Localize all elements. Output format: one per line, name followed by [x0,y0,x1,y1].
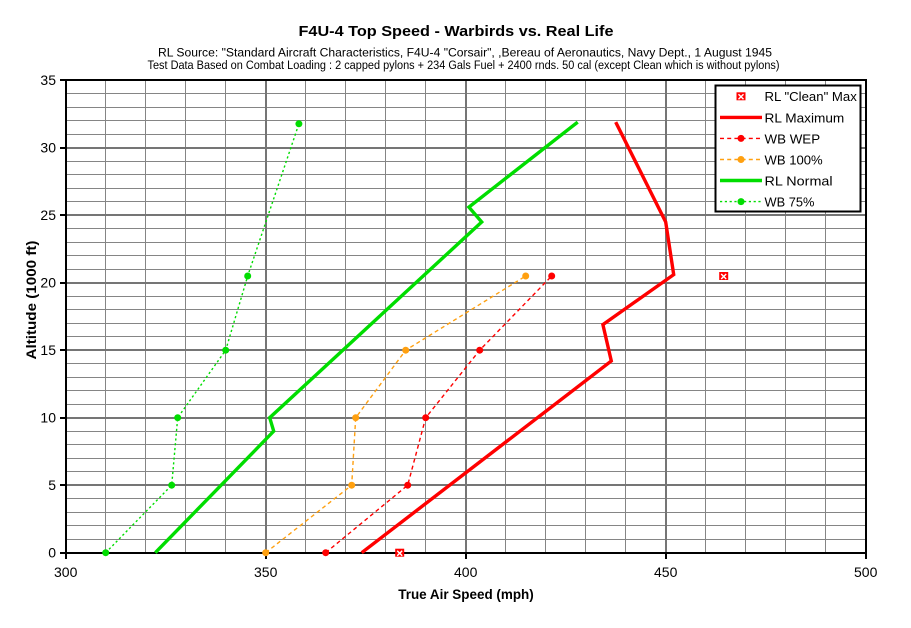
svg-text:WB 75%: WB 75% [765,195,815,210]
svg-text:15: 15 [40,342,56,358]
svg-text:F4U-4 Top Speed - Warbirds vs.: F4U-4 Top Speed - Warbirds vs. Real Life [299,23,614,40]
svg-text:400: 400 [454,564,478,580]
svg-text:RL Normal: RL Normal [765,173,833,188]
svg-text:RL Maximum: RL Maximum [765,110,845,125]
svg-text:25: 25 [40,207,56,223]
svg-text:RL "Clean" Max: RL "Clean" Max [765,89,858,104]
svg-text:5: 5 [48,477,56,493]
svg-text:20: 20 [40,275,56,291]
svg-text:Test Data Based on Combat Load: Test Data Based on Combat Loading : 2 ca… [148,58,780,72]
svg-text:10: 10 [40,410,56,426]
svg-text:Altitude (1000 ft): Altitude (1000 ft) [24,241,39,360]
svg-text:30: 30 [40,140,56,156]
svg-text:450: 450 [654,564,678,580]
svg-text:WB 100%: WB 100% [765,152,824,167]
svg-text:300: 300 [54,564,78,580]
svg-text:WB WEP: WB WEP [765,131,821,146]
svg-text:0: 0 [48,545,56,561]
svg-text:500: 500 [854,564,878,580]
svg-text:True Air Speed (mph): True Air Speed (mph) [398,587,534,602]
svg-text:350: 350 [254,564,278,580]
svg-text:35: 35 [40,72,56,88]
svg-text:RL Source: "Standard Aircraft: RL Source: "Standard Aircraft Characteri… [158,46,772,60]
